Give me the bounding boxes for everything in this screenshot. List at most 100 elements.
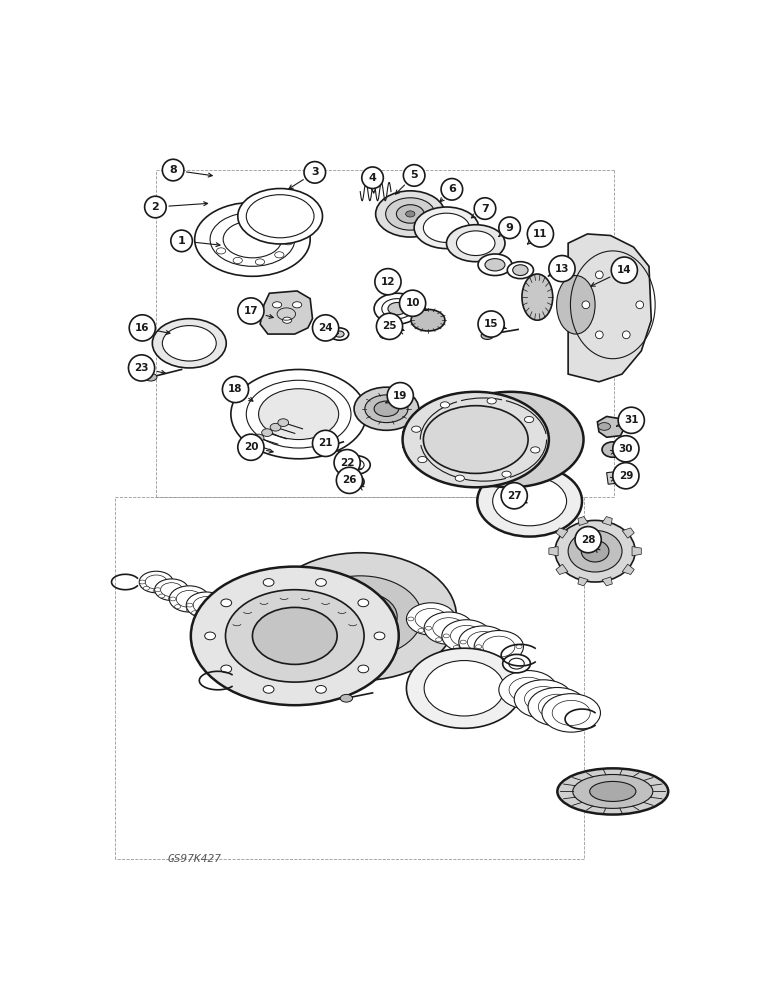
Ellipse shape: [195, 202, 310, 276]
Ellipse shape: [236, 609, 242, 613]
Ellipse shape: [365, 395, 408, 423]
Text: 16: 16: [135, 323, 150, 333]
Circle shape: [375, 269, 401, 295]
Ellipse shape: [595, 271, 603, 279]
Ellipse shape: [440, 402, 449, 408]
Ellipse shape: [455, 475, 465, 481]
Ellipse shape: [636, 301, 644, 309]
Text: 14: 14: [617, 265, 631, 275]
Ellipse shape: [442, 620, 491, 652]
Ellipse shape: [245, 440, 256, 447]
Ellipse shape: [470, 652, 476, 655]
Ellipse shape: [455, 638, 462, 642]
Ellipse shape: [516, 645, 522, 649]
Text: 29: 29: [618, 471, 633, 481]
Ellipse shape: [238, 189, 323, 244]
Circle shape: [478, 311, 504, 337]
Text: 31: 31: [624, 415, 638, 425]
Ellipse shape: [552, 700, 591, 725]
Text: 18: 18: [229, 384, 242, 394]
Ellipse shape: [191, 567, 398, 705]
Ellipse shape: [524, 416, 533, 423]
Ellipse shape: [502, 471, 511, 477]
Ellipse shape: [509, 677, 547, 702]
Ellipse shape: [466, 626, 472, 630]
Ellipse shape: [374, 401, 398, 416]
Ellipse shape: [176, 590, 202, 607]
Circle shape: [238, 298, 264, 324]
Ellipse shape: [493, 477, 567, 526]
Ellipse shape: [453, 645, 459, 649]
Ellipse shape: [221, 665, 232, 673]
Circle shape: [613, 463, 639, 489]
Ellipse shape: [161, 583, 183, 597]
Circle shape: [171, 230, 192, 252]
Ellipse shape: [225, 590, 364, 682]
Polygon shape: [602, 577, 612, 586]
Ellipse shape: [446, 225, 505, 262]
Ellipse shape: [557, 768, 669, 815]
Ellipse shape: [568, 530, 622, 572]
Circle shape: [501, 483, 527, 509]
Text: 17: 17: [244, 306, 258, 316]
Ellipse shape: [602, 442, 624, 457]
Ellipse shape: [500, 640, 506, 644]
Ellipse shape: [341, 474, 364, 490]
Ellipse shape: [144, 586, 150, 590]
Ellipse shape: [203, 614, 209, 618]
Ellipse shape: [167, 580, 173, 584]
Polygon shape: [260, 291, 313, 334]
Text: 8: 8: [169, 165, 177, 175]
Ellipse shape: [418, 456, 427, 463]
Ellipse shape: [437, 392, 584, 487]
Ellipse shape: [408, 617, 414, 621]
Text: 25: 25: [382, 321, 397, 331]
Ellipse shape: [202, 597, 208, 601]
Ellipse shape: [456, 231, 495, 256]
Ellipse shape: [557, 276, 595, 334]
Text: 21: 21: [318, 438, 333, 448]
Ellipse shape: [513, 265, 528, 276]
Ellipse shape: [154, 588, 161, 592]
Ellipse shape: [622, 271, 630, 279]
Ellipse shape: [278, 419, 289, 426]
Ellipse shape: [507, 262, 533, 279]
Ellipse shape: [424, 612, 473, 644]
Ellipse shape: [425, 626, 432, 630]
Text: 23: 23: [134, 363, 149, 373]
Ellipse shape: [154, 579, 188, 600]
Ellipse shape: [402, 392, 549, 487]
Ellipse shape: [506, 656, 512, 660]
Ellipse shape: [203, 598, 243, 624]
Ellipse shape: [347, 478, 359, 486]
Ellipse shape: [193, 597, 219, 614]
Circle shape: [162, 159, 184, 181]
Ellipse shape: [380, 331, 391, 339]
Polygon shape: [598, 416, 625, 437]
Polygon shape: [632, 547, 642, 556]
Ellipse shape: [522, 274, 553, 320]
Ellipse shape: [299, 576, 422, 657]
Ellipse shape: [473, 645, 479, 649]
Text: 11: 11: [533, 229, 547, 239]
Ellipse shape: [376, 191, 445, 237]
Text: 4: 4: [368, 173, 377, 183]
Ellipse shape: [405, 211, 415, 217]
Text: 27: 27: [507, 491, 522, 501]
Ellipse shape: [354, 387, 418, 430]
Ellipse shape: [358, 665, 369, 673]
Ellipse shape: [581, 540, 609, 562]
Ellipse shape: [219, 603, 225, 607]
Text: 5: 5: [410, 170, 418, 180]
Ellipse shape: [382, 299, 412, 319]
Ellipse shape: [485, 259, 505, 271]
Ellipse shape: [198, 605, 204, 608]
Ellipse shape: [443, 634, 449, 638]
Ellipse shape: [163, 586, 169, 590]
Ellipse shape: [231, 369, 367, 459]
Circle shape: [304, 162, 326, 183]
Polygon shape: [607, 470, 630, 484]
Ellipse shape: [262, 429, 273, 436]
Ellipse shape: [187, 603, 193, 607]
Ellipse shape: [232, 617, 238, 621]
